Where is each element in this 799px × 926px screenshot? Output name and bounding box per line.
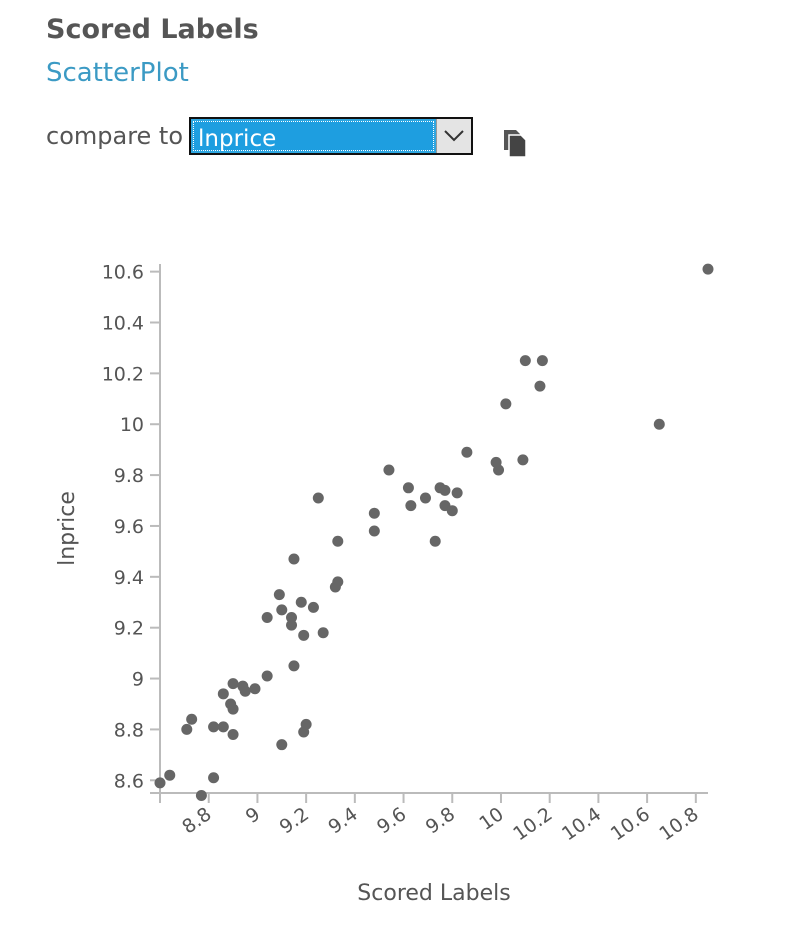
data-point [517,454,529,466]
data-point [286,619,298,631]
visualization-type-link[interactable]: ScatterPlot [46,58,189,88]
y-tick-label: 10 [120,414,144,436]
x-tick-label: 9.8 [422,803,459,838]
data-point [419,492,431,504]
chart-points [154,263,714,802]
data-point [451,487,463,499]
data-point [208,721,220,733]
data-point [227,678,239,690]
data-point [368,507,380,519]
data-point [300,718,312,730]
data-point [439,484,451,496]
x-tick-label: 10.8 [655,803,702,845]
data-point [186,713,198,725]
data-point [239,685,251,697]
y-tick-label: 9.4 [114,567,144,589]
data-point [227,729,239,741]
y-axis-title: lnprice [55,491,80,566]
data-point [702,263,714,275]
data-point [217,688,229,700]
x-tick-label: 10.2 [509,803,556,845]
data-point [217,721,229,733]
x-tick-label: 8.8 [178,803,215,838]
data-point [493,464,505,476]
data-point [261,670,273,682]
data-point [249,683,261,695]
data-point [500,398,512,410]
data-point [286,612,298,624]
data-point [288,660,300,672]
y-tick-label: 10.4 [102,312,144,334]
data-point [402,482,414,494]
y-tick-label: 10.6 [102,262,144,284]
data-point [307,601,319,613]
data-point [519,355,531,367]
x-tick-label: 10.6 [607,803,654,845]
data-point [154,777,166,789]
data-point [405,500,417,512]
x-tick-label: 9 [242,803,265,828]
data-point [181,723,193,735]
y-tick-label: 8.8 [114,719,144,741]
data-point [536,355,548,367]
data-point [317,627,329,639]
x-tick-label: 9.4 [324,803,361,838]
data-point [446,505,458,517]
data-point [295,596,307,608]
y-tick-label: 9 [132,669,144,691]
data-point [429,535,441,547]
data-point [164,769,176,781]
data-point [534,380,546,392]
y-tick-label: 9.8 [114,465,144,487]
data-point [332,576,344,588]
chevron-down-icon[interactable] [436,119,472,153]
data-point [288,553,300,565]
y-tick-label: 9.2 [114,618,144,640]
x-tick-label: 9.6 [373,803,410,838]
data-point [195,790,207,802]
x-axis-title: Scored Labels [357,881,510,906]
data-point [261,612,273,624]
y-tick-label: 9.6 [114,516,144,538]
data-point [208,772,220,784]
compare-select-value[interactable]: lnprice [193,121,435,152]
compare-select[interactable]: lnprice [189,117,474,155]
data-point [273,589,285,601]
data-point [276,739,288,751]
page-title: Scored Labels [46,14,259,45]
y-tick-label: 10.2 [102,363,144,385]
compare-label: compare to [46,122,184,150]
data-point [461,446,473,458]
compare-row: compare to lnprice [46,116,474,156]
x-tick-label: 10.4 [558,803,605,845]
data-point [227,703,239,715]
data-point [383,464,395,476]
data-point [312,492,324,504]
y-tick-label: 8.6 [114,770,144,792]
data-point [276,604,288,616]
data-point [368,525,380,537]
data-point [298,629,310,641]
x-tick-label: 9.2 [276,803,313,838]
copy-icon[interactable] [502,128,528,158]
x-tick-label: 10 [475,803,507,835]
data-point [653,418,665,430]
data-point [332,535,344,547]
